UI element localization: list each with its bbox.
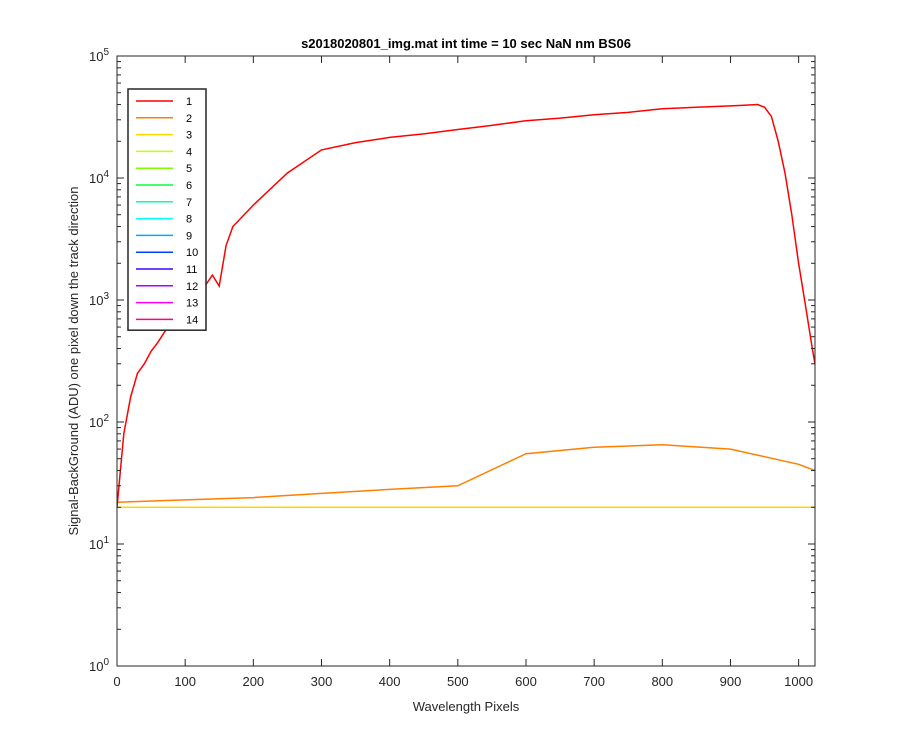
- x-axis-label: Wavelength Pixels: [413, 699, 520, 714]
- legend-label-5: 5: [186, 163, 192, 175]
- x-tick-label: 500: [447, 674, 469, 689]
- x-tick-label: 100: [174, 674, 196, 689]
- x-tick-label: 900: [720, 674, 742, 689]
- plot-area: [117, 56, 815, 666]
- x-tick-label: 300: [311, 674, 333, 689]
- y-tick-label: 100: [89, 657, 109, 674]
- axes-layer: 0 100 200 300 400 500 600 700 800 900 100010010110…: [89, 47, 816, 689]
- x-tick-label: 800: [651, 674, 673, 689]
- legend-label-4: 4: [186, 146, 192, 158]
- legend-label-8: 8: [186, 214, 192, 226]
- series-layer: [117, 103, 815, 509]
- x-tick-label: 200: [242, 674, 264, 689]
- chart-title: s2018020801_img.mat int time = 10 sec Na…: [301, 36, 631, 51]
- legend-label-7: 7: [186, 197, 192, 209]
- y-tick-label: 104: [89, 169, 109, 186]
- legend-label-9: 9: [186, 230, 192, 242]
- legend-label-10: 10: [186, 247, 198, 259]
- x-tick-label: 700: [583, 674, 605, 689]
- y-tick-label: 102: [89, 413, 109, 430]
- y-tick-label: 105: [89, 47, 109, 64]
- y-tick-label: 103: [89, 291, 109, 308]
- y-tick-label: 101: [89, 535, 109, 552]
- x-tick-label: 1000: [784, 674, 813, 689]
- legend-label-6: 6: [186, 180, 192, 192]
- legend-label-13: 13: [186, 298, 198, 310]
- legend-label-2: 2: [186, 113, 192, 125]
- axes-box: [116, 55, 816, 667]
- x-tick-label: 600: [515, 674, 537, 689]
- legend-label-11: 11: [186, 264, 197, 276]
- x-tick-label: 400: [379, 674, 401, 689]
- series-2-line: [117, 444, 815, 503]
- legend-label-12: 12: [186, 281, 198, 293]
- series-1-line: [117, 103, 815, 508]
- legend-label-14: 14: [186, 314, 198, 326]
- legend-box: [127, 88, 207, 331]
- x-tick-label: 0: [113, 674, 120, 689]
- legend-label-1: 1: [186, 96, 192, 108]
- legend-label-3: 3: [186, 130, 192, 142]
- y-axis-label: Signal-BackGround (ADU) one pixel down t…: [66, 186, 81, 535]
